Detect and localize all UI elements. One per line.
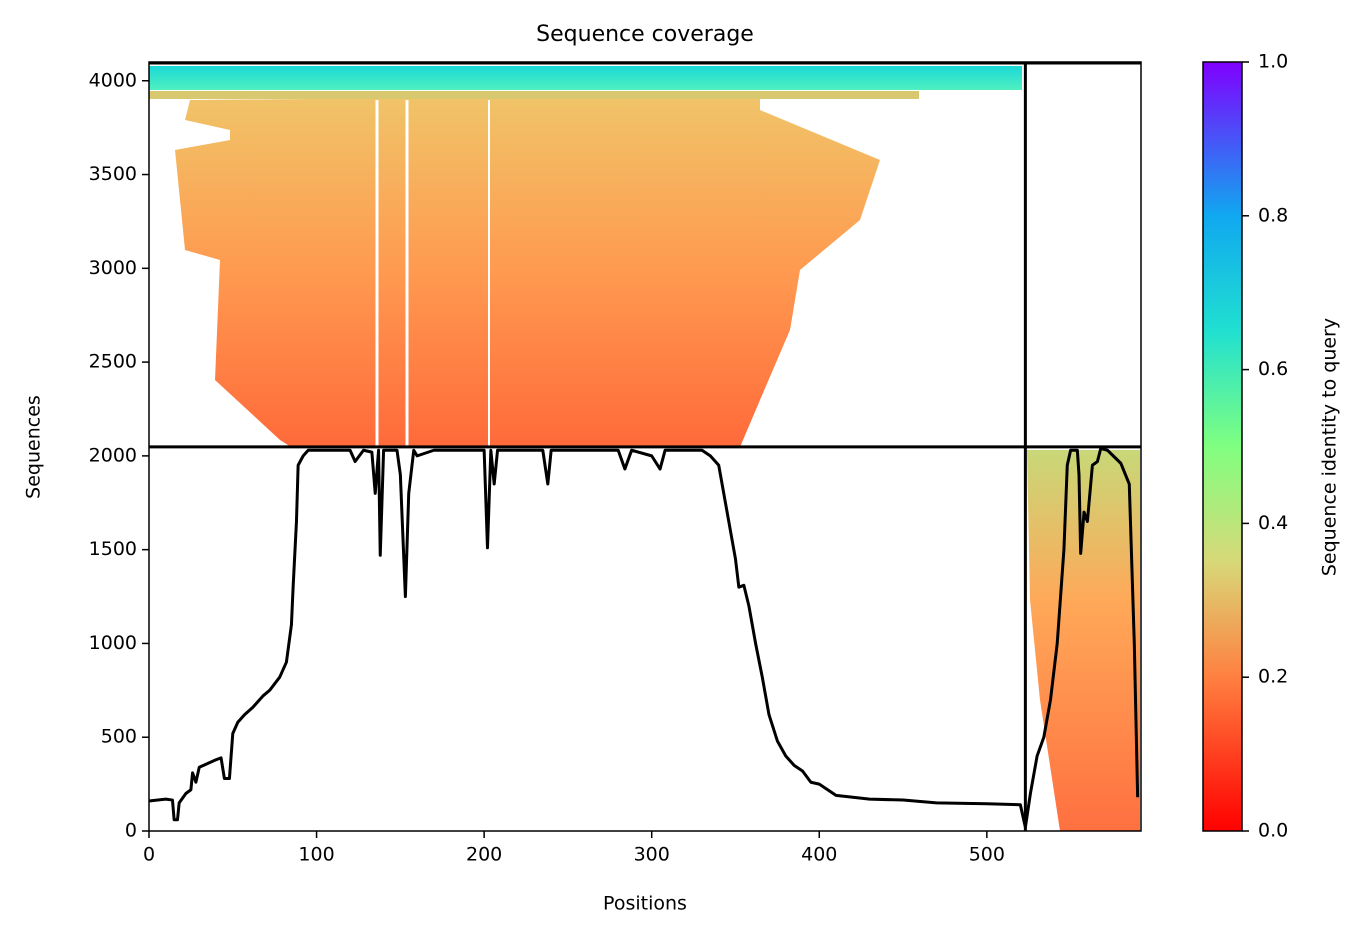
colorbar-tick-label: 0.8	[1258, 204, 1288, 226]
y-tick-label: 2500	[89, 351, 137, 373]
colorbar-tick-label: 0.0	[1258, 820, 1288, 842]
y-tick-label: 4000	[89, 69, 137, 91]
coverage-line	[148, 446, 1140, 829]
x-tick-label: 500	[969, 844, 1005, 866]
x-tick-label: 100	[298, 844, 334, 866]
colorbar-tick-label: 0.2	[1258, 666, 1288, 688]
x-axis-label: Positions	[603, 893, 687, 915]
colorbar	[1202, 61, 1243, 832]
y-tick-label: 1000	[89, 632, 137, 654]
chart-title: Sequence coverage	[536, 22, 754, 47]
colorbar-tick-label: 1.0	[1258, 51, 1288, 73]
x-tick-label: 400	[801, 844, 837, 866]
y-tick-label: 3500	[89, 163, 137, 185]
colorbar-tick-label: 0.6	[1258, 358, 1288, 380]
colorbar-tick-label: 0.4	[1258, 512, 1288, 534]
y-tick-label: 0	[125, 820, 137, 842]
y-tick-label: 500	[101, 726, 137, 748]
x-tick-label: 300	[634, 844, 670, 866]
msa-heatmap	[149, 66, 1140, 831]
colorbar-label: Sequence identity to query	[1319, 318, 1341, 576]
x-tick-label: 0	[143, 844, 155, 866]
y-tick-label: 2000	[89, 444, 137, 466]
y-tick-label: 1500	[89, 538, 137, 560]
x-tick-label: 200	[466, 844, 502, 866]
y-axis-label: Sequences	[23, 395, 45, 499]
y-tick-label: 3000	[89, 257, 137, 279]
